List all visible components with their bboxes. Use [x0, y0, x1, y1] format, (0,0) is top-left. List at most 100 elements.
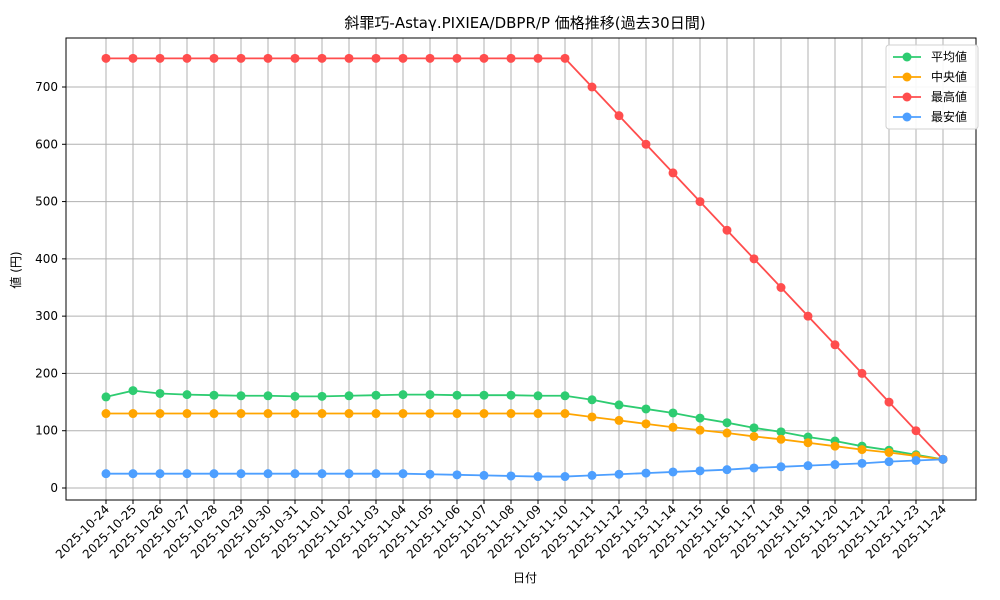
- data-point: [128, 469, 138, 479]
- data-point: [371, 409, 381, 419]
- data-point: [263, 53, 273, 63]
- data-point: [722, 225, 732, 235]
- legend-label: 平均値: [931, 49, 967, 64]
- data-point: [479, 470, 489, 480]
- data-point: [317, 53, 327, 63]
- data-point: [209, 469, 219, 479]
- data-point: [479, 409, 489, 419]
- data-point: [722, 418, 732, 428]
- legend-marker: [902, 72, 912, 82]
- data-point: [371, 469, 381, 479]
- data-point: [668, 168, 678, 178]
- data-point: [695, 425, 705, 435]
- data-point: [830, 441, 840, 451]
- data-point: [155, 409, 165, 419]
- data-point: [317, 469, 327, 479]
- data-point: [128, 386, 138, 396]
- y-tick-label: 500: [35, 195, 58, 209]
- data-point: [101, 392, 111, 402]
- data-point: [209, 53, 219, 63]
- data-point: [749, 423, 759, 433]
- data-point: [695, 197, 705, 207]
- y-axis: 0 100 200 300 400 500 600 700: [35, 80, 66, 495]
- data-point: [290, 409, 300, 419]
- data-point: [641, 419, 651, 429]
- data-point: [182, 409, 192, 419]
- data-point: [452, 409, 462, 419]
- data-point: [722, 465, 732, 475]
- y-tick-label: 200: [35, 366, 58, 380]
- data-point: [128, 53, 138, 63]
- data-point: [317, 409, 327, 419]
- data-point: [182, 469, 192, 479]
- data-point: [641, 468, 651, 478]
- data-point: [911, 456, 921, 466]
- data-point: [749, 431, 759, 441]
- data-point: [884, 397, 894, 407]
- data-point: [290, 391, 300, 401]
- data-point: [695, 466, 705, 476]
- data-point: [884, 447, 894, 457]
- y-tick-label: 300: [35, 309, 58, 323]
- y-tick-label: 0: [50, 481, 58, 495]
- data-point: [560, 391, 570, 401]
- data-point: [668, 467, 678, 477]
- data-point: [479, 390, 489, 400]
- data-point: [857, 368, 867, 378]
- data-point: [614, 469, 624, 479]
- legend-label: 最安値: [931, 109, 967, 124]
- data-point: [479, 53, 489, 63]
- plot-area-frame: [65, 37, 977, 501]
- data-point: [857, 458, 867, 468]
- data-point: [641, 139, 651, 149]
- data-point: [830, 460, 840, 470]
- data-point: [506, 471, 516, 481]
- data-point: [614, 400, 624, 410]
- legend-marker: [902, 112, 912, 122]
- data-point: [290, 469, 300, 479]
- x-axis: 2025-10-242025-10-252025-10-262025-10-27…: [53, 500, 949, 561]
- data-point: [155, 469, 165, 479]
- data-point: [533, 391, 543, 401]
- data-point: [317, 391, 327, 401]
- data-point: [344, 409, 354, 419]
- y-axis-label: 値 (円): [8, 251, 23, 288]
- data-point: [452, 470, 462, 480]
- legend-label: 中央値: [931, 69, 967, 84]
- data-point: [425, 53, 435, 63]
- data-point: [857, 445, 867, 455]
- data-point: [236, 53, 246, 63]
- data-point: [452, 53, 462, 63]
- y-tick-label: 400: [35, 252, 58, 266]
- data-point: [587, 412, 597, 422]
- data-point: [425, 469, 435, 479]
- data-point: [236, 391, 246, 401]
- legend-marker: [902, 92, 912, 102]
- data-point: [506, 390, 516, 400]
- data-point: [668, 422, 678, 432]
- data-point: [641, 404, 651, 414]
- series-lines: [101, 53, 948, 482]
- data-point: [290, 53, 300, 63]
- data-point: [344, 53, 354, 63]
- data-point: [776, 427, 786, 437]
- data-point: [371, 53, 381, 63]
- data-point: [695, 413, 705, 423]
- data-point: [560, 53, 570, 63]
- chart-title: 斜罪巧-Astaγ.PIXIEA/DBPR/P 価格推移(過去30日間): [344, 14, 705, 32]
- data-point: [776, 434, 786, 444]
- data-point: [371, 390, 381, 400]
- data-point: [182, 53, 192, 63]
- data-point: [560, 472, 570, 482]
- data-point: [398, 409, 408, 419]
- data-point: [398, 53, 408, 63]
- data-point: [263, 469, 273, 479]
- data-point: [668, 408, 678, 418]
- data-point: [803, 438, 813, 448]
- data-point: [209, 390, 219, 400]
- data-point: [749, 463, 759, 473]
- data-point: [101, 469, 111, 479]
- data-point: [101, 53, 111, 63]
